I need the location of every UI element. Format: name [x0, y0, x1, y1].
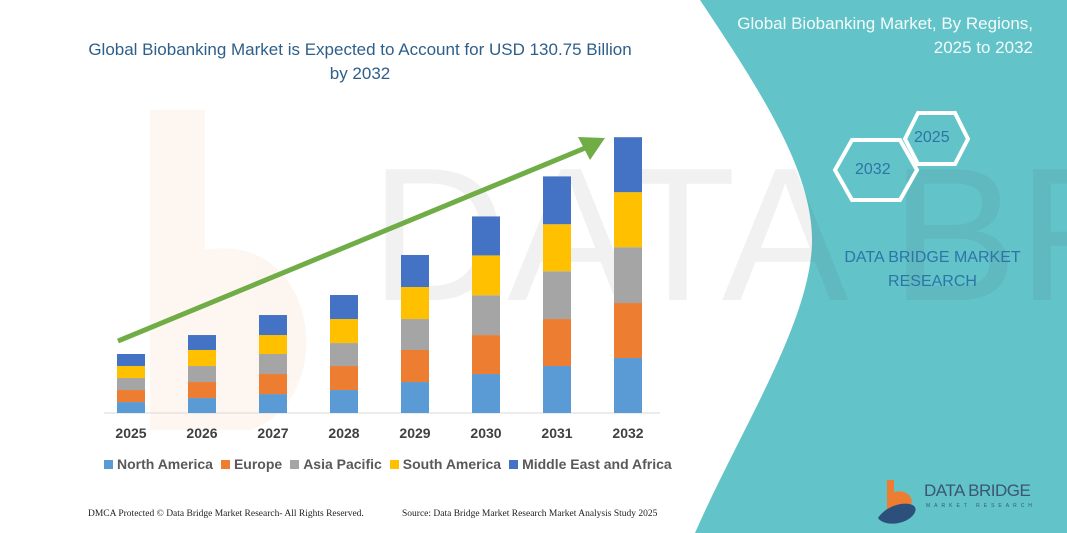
bar-2031-north-america [543, 366, 571, 413]
bar-2030-north-america [472, 374, 500, 413]
bar-2026-north-america [188, 398, 216, 413]
bar-2027-north-america [259, 394, 287, 413]
trend-arrow-head [578, 137, 605, 160]
x-tick-label: 2030 [470, 425, 502, 441]
brand-text: DATA BRIDGE MARKET RESEARCH [844, 249, 1021, 290]
legend-item: Asia Pacific [290, 456, 382, 472]
bar-2028-middle-east-and-africa [330, 295, 358, 320]
legend-item: Europe [220, 456, 283, 472]
bar-2030-middle-east-and-africa [472, 216, 500, 256]
x-tick-label: 2031 [541, 425, 573, 441]
logo-subtext: MARKET RESEARCH [926, 503, 1036, 509]
bar-2031-asia-pacific [543, 271, 571, 320]
x-tick-label: 2026 [186, 425, 218, 441]
bar-2027-asia-pacific [259, 354, 287, 375]
legend-swatch [509, 459, 519, 469]
legend: North America Europe Asia Pacific South Ame… [104, 456, 672, 472]
copyright-text: DMCA Protected © Data Bridge Market Rese… [88, 509, 364, 519]
legend-swatch [290, 459, 300, 469]
bar-2029-asia-pacific [401, 319, 429, 351]
hex-2025 [902, 111, 971, 166]
legend-item: Middle East and Africa [509, 456, 672, 472]
bar-2028-north-america [330, 390, 358, 413]
bar-2032-north-america [614, 358, 642, 413]
legend-swatch [389, 459, 399, 469]
bar-2026-asia-pacific [188, 366, 216, 383]
bar-2028-asia-pacific [330, 343, 358, 367]
legend-label: Middle East and Africa [522, 456, 672, 472]
bar-2030-asia-pacific [472, 295, 500, 336]
x-tick-label: 2028 [328, 425, 360, 441]
bar-2028-south-america [330, 319, 358, 344]
source-text: Source: Data Bridge Market Research Mark… [402, 509, 658, 519]
bar-2025-south-america [117, 366, 145, 379]
bar-2032-europe [614, 303, 642, 359]
bar-2029-middle-east-and-africa [401, 254, 429, 288]
panel-title: Global Biobanking Market, By Regions, 20… [737, 14, 1033, 57]
x-tick-label: 2029 [399, 425, 431, 441]
legend-label: North America [117, 456, 213, 472]
bar-2027-europe [259, 374, 287, 395]
bar-2032-south-america [614, 192, 642, 248]
bar-2029-south-america [401, 287, 429, 320]
bar-2031-south-america [543, 224, 571, 272]
hex-label-2032: 2032 [855, 161, 891, 178]
bar-2032-middle-east-and-africa [614, 137, 642, 193]
trend-arrow-line [117, 143, 591, 344]
legend-label: Asia Pacific [303, 456, 382, 472]
legend-label: Europe [233, 456, 283, 472]
bar-2025-north-america [117, 402, 145, 413]
legend-label: South America [402, 456, 502, 472]
x-tick-label: 2025 [115, 425, 147, 441]
teal-side-panel [695, 0, 1067, 533]
bar-2031-middle-east-and-africa [543, 176, 571, 225]
x-tick-label: 2027 [257, 425, 289, 441]
bar-2027-middle-east-and-africa [259, 315, 287, 336]
hex-2032 [832, 138, 920, 202]
legend-item: South America [389, 456, 502, 472]
hexagons [832, 111, 971, 202]
logo-text: DATA BRIDGE [924, 481, 1031, 500]
bar-2030-europe [472, 335, 500, 375]
bars-group [117, 137, 642, 413]
bar-2025-europe [117, 390, 145, 403]
bar-2032-asia-pacific [614, 247, 642, 304]
bar-2028-europe [330, 366, 358, 391]
bar-2025-middle-east-and-africa [117, 354, 145, 367]
bar-2027-south-america [259, 335, 287, 355]
legend-swatch [220, 459, 230, 469]
bar-2029-europe [401, 350, 429, 383]
legend-item: North America [104, 456, 213, 472]
x-tick-label: 2032 [612, 425, 644, 441]
trend-arrow [117, 137, 605, 344]
bar-2030-south-america [472, 255, 500, 296]
bar-2025-asia-pacific [117, 378, 145, 391]
legend-swatch [104, 459, 113, 469]
logo-icon [878, 480, 916, 524]
bar-2029-north-america [401, 382, 429, 413]
hex-label-2025: 2025 [914, 129, 950, 146]
bar-2026-europe [188, 382, 216, 399]
bar-2026-south-america [188, 350, 216, 367]
bar-2031-europe [543, 319, 571, 367]
chart-title: Global Biobanking Market is Expected to … [88, 40, 632, 83]
bar-2026-middle-east-and-africa [188, 335, 216, 351]
